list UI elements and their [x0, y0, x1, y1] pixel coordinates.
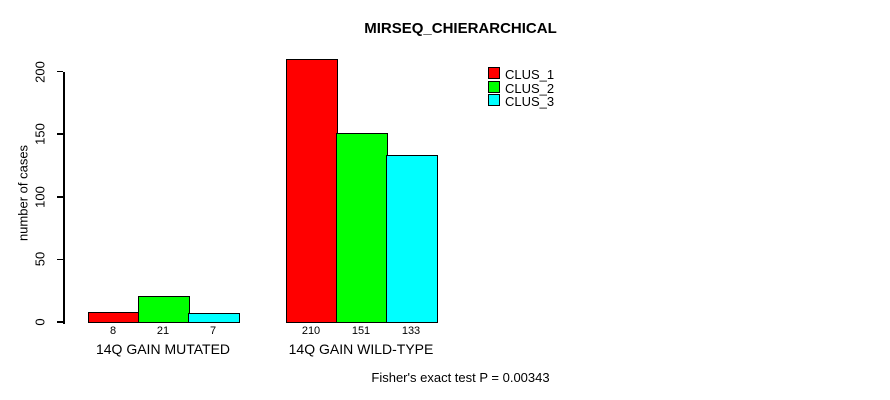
bar-clus_1 [286, 58, 338, 324]
y-axis-label: number of cases [15, 144, 31, 242]
bar-value-label: 210 [301, 325, 321, 337]
chart-title: MIRSEQ_CHIERARCHICAL [364, 20, 557, 37]
x-category-label: 14Q GAIN MUTATED [95, 341, 231, 357]
y-axis-tick [57, 133, 63, 135]
bar-clus_1 [88, 311, 140, 324]
bar-clus_3 [188, 313, 240, 324]
y-tick-label: 50 [32, 252, 48, 267]
bar-value-label: 133 [401, 325, 421, 337]
legend-label: CLUS_1 [505, 67, 555, 82]
bar-clus_2 [138, 295, 190, 324]
bar-value-label: 21 [156, 325, 170, 337]
x-category-label: 14Q GAIN WILD-TYPE [288, 341, 434, 357]
bar-clus_3 [386, 155, 438, 324]
y-axis-line [63, 71, 65, 324]
legend-swatch-clus_3 [488, 94, 500, 106]
y-tick-label: 100 [32, 185, 48, 208]
legend-swatch-clus_1 [488, 67, 500, 79]
bar-value-label: 8 [109, 325, 117, 337]
annotation-text: Fisher's exact test P = 0.00343 [371, 370, 550, 385]
y-tick-label: 0 [32, 318, 48, 326]
y-tick-label: 200 [32, 60, 48, 83]
y-axis-tick [57, 321, 63, 323]
bar-value-label: 151 [351, 325, 371, 337]
y-tick-label: 150 [32, 123, 48, 145]
bar-clus_2 [336, 132, 388, 324]
y-axis-tick [57, 70, 63, 73]
y-axis-tick [57, 258, 63, 261]
bar-value-label: 7 [209, 325, 217, 337]
legend-swatch-clus_2 [488, 80, 500, 93]
legend-label: CLUS_3 [505, 94, 555, 109]
legend-label: CLUS_2 [505, 80, 555, 96]
y-axis-tick [57, 196, 63, 198]
